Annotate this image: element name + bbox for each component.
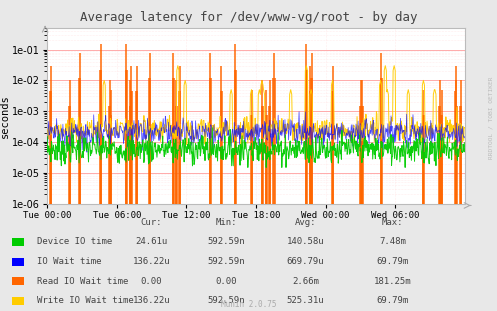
Text: RRDTOOL / TOBI OETIKER: RRDTOOL / TOBI OETIKER <box>488 77 493 160</box>
Text: Max:: Max: <box>382 218 404 227</box>
Text: 136.22u: 136.22u <box>133 296 170 305</box>
Text: 525.31u: 525.31u <box>287 296 325 305</box>
Text: 592.59n: 592.59n <box>207 238 245 246</box>
Y-axis label: seconds: seconds <box>0 94 9 138</box>
Text: 136.22u: 136.22u <box>133 257 170 266</box>
Text: Cur:: Cur: <box>141 218 163 227</box>
Text: Device IO time: Device IO time <box>37 238 112 246</box>
Text: Average latency for /dev/www-vg/root - by day: Average latency for /dev/www-vg/root - b… <box>80 11 417 24</box>
Text: 592.59n: 592.59n <box>207 296 245 305</box>
Text: IO Wait time: IO Wait time <box>37 257 102 266</box>
Text: 140.58u: 140.58u <box>287 238 325 246</box>
Text: Write IO Wait time: Write IO Wait time <box>37 296 134 305</box>
Text: Avg:: Avg: <box>295 218 317 227</box>
Text: 592.59n: 592.59n <box>207 257 245 266</box>
Text: Min:: Min: <box>215 218 237 227</box>
Text: 2.66m: 2.66m <box>292 277 319 285</box>
Text: Read IO Wait time: Read IO Wait time <box>37 277 129 285</box>
Text: 0.00: 0.00 <box>141 277 163 285</box>
Text: 7.48m: 7.48m <box>379 238 406 246</box>
Text: 69.79m: 69.79m <box>377 257 409 266</box>
Text: 69.79m: 69.79m <box>377 296 409 305</box>
Text: 181.25m: 181.25m <box>374 277 412 285</box>
Text: 24.61u: 24.61u <box>136 238 167 246</box>
Text: Munin 2.0.75: Munin 2.0.75 <box>221 300 276 309</box>
Text: 0.00: 0.00 <box>215 277 237 285</box>
Text: 669.79u: 669.79u <box>287 257 325 266</box>
